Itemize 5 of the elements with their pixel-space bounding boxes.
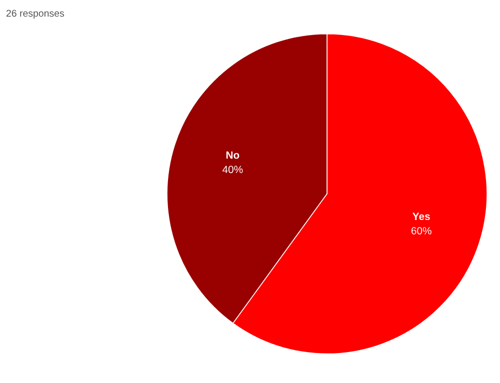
slice-label: Yes [412, 212, 430, 220]
data-label: 60% [411, 227, 432, 234]
data-label: 40% [222, 166, 243, 174]
text: 26 responses [6, 10, 64, 19]
slice-label: No [226, 151, 240, 159]
